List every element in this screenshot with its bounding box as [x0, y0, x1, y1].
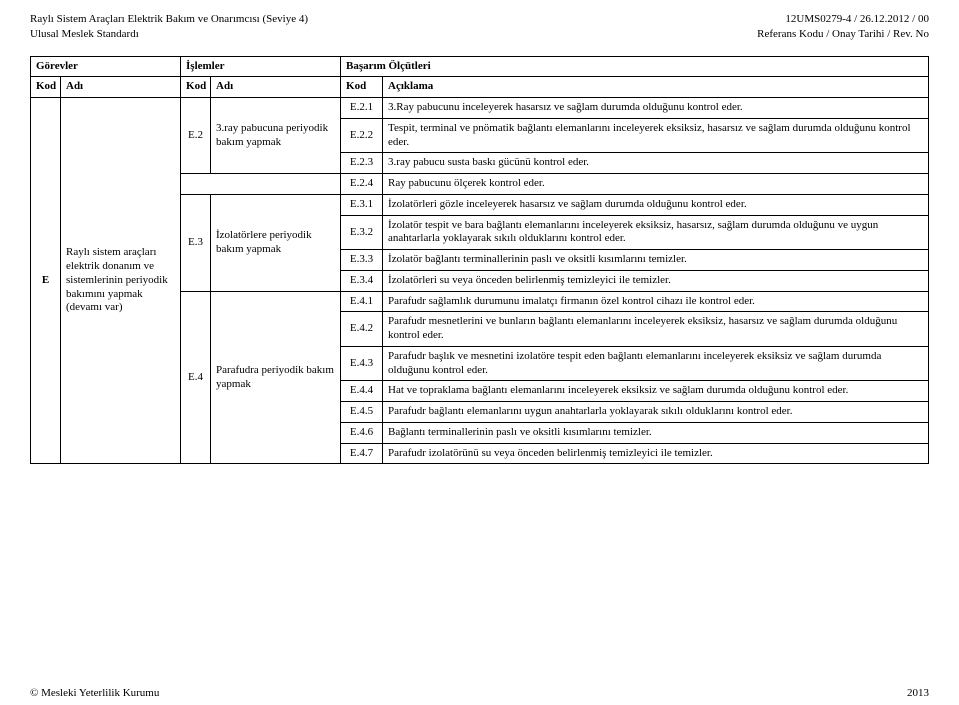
page-header: Raylı Sistem Araçları Elektrik Bakım ve …: [30, 12, 929, 42]
islem-adi: 3.ray pabucuna periyodik bakım yapmak: [211, 98, 341, 174]
olcut-kod: E.2.2: [341, 118, 383, 153]
olcut-kod: E.4.4: [341, 381, 383, 402]
th-adi-2: Adı: [211, 77, 341, 98]
header-right-line1: 12UMS0279-4 / 26.12.2012 / 00: [757, 12, 929, 27]
olcut-aciklama: İzolatör bağlantı terminallerinin paslı …: [383, 250, 929, 271]
olcut-aciklama: İzolatörleri gözle inceleyerek hasarsız …: [383, 194, 929, 215]
th-aciklama: Açıklama: [383, 77, 929, 98]
olcut-kod: E.2.3: [341, 153, 383, 174]
olcut-kod: E.4.5: [341, 402, 383, 423]
table-header-row-1: Görevler İşlemler Başarım Ölçütleri: [31, 56, 929, 77]
olcut-aciklama: İzolatör tespit ve bara bağlantı elemanl…: [383, 215, 929, 250]
islem-empty: [181, 174, 341, 195]
olcut-kod: E.3.3: [341, 250, 383, 271]
footer-right: 2013: [907, 687, 929, 699]
th-gorevler: Görevler: [31, 56, 181, 77]
olcut-aciklama: Parafudr izolatörünü su veya önceden bel…: [383, 443, 929, 464]
header-left-line1: Raylı Sistem Araçları Elektrik Bakım ve …: [30, 12, 308, 27]
olcut-aciklama: Hat ve topraklama bağlantı elemanlarını …: [383, 381, 929, 402]
olcut-kod: E.2.1: [341, 98, 383, 119]
th-kod-3: Kod: [341, 77, 383, 98]
th-adi-1: Adı: [61, 77, 181, 98]
standards-table: Görevler İşlemler Başarım Ölçütleri Kod …: [30, 56, 929, 465]
footer-left: © Mesleki Yeterlilik Kurumu: [30, 687, 159, 699]
table-header-row-2: Kod Adı Kod Adı Kod Açıklama: [31, 77, 929, 98]
olcut-aciklama: Tespit, terminal ve pnömatik bağlantı el…: [383, 118, 929, 153]
gorev-adi: Raylı sistem araçları elektrik donanım v…: [61, 98, 181, 464]
table-row: E Raylı sistem araçları elektrik donanım…: [31, 98, 929, 119]
header-right-line2: Referans Kodu / Onay Tarihi / Rev. No: [757, 27, 929, 42]
gorev-kod: E: [31, 98, 61, 464]
olcut-kod: E.4.2: [341, 312, 383, 347]
islem-adi: Parafudra periyodik bakım yapmak: [211, 291, 341, 464]
th-kod-2: Kod: [181, 77, 211, 98]
olcut-aciklama: Parafudr mesnetlerini ve bunların bağlan…: [383, 312, 929, 347]
olcut-aciklama: Ray pabucunu ölçerek kontrol eder.: [383, 174, 929, 195]
olcut-kod: E.4.1: [341, 291, 383, 312]
islem-adi: İzolatörlere periyodik bakım yapmak: [211, 194, 341, 291]
th-kod-1: Kod: [31, 77, 61, 98]
header-right: 12UMS0279-4 / 26.12.2012 / 00 Referans K…: [757, 12, 929, 42]
th-basarim: Başarım Ölçütleri: [341, 56, 929, 77]
olcut-aciklama: Parafudr bağlantı elemanlarını uygun ana…: [383, 402, 929, 423]
olcut-kod: E.2.4: [341, 174, 383, 195]
olcut-aciklama: Bağlantı terminallerinin paslı ve oksitl…: [383, 422, 929, 443]
olcut-aciklama: Parafudr başlık ve mesnetini izolatöre t…: [383, 346, 929, 381]
islem-kod: E.3: [181, 194, 211, 291]
olcut-kod: E.3.4: [341, 270, 383, 291]
olcut-aciklama: 3.ray pabucu susta baskı gücünü kontrol …: [383, 153, 929, 174]
olcut-kod: E.4.6: [341, 422, 383, 443]
olcut-aciklama: 3.Ray pabucunu inceleyerek hasarsız ve s…: [383, 98, 929, 119]
header-left-line2: Ulusal Meslek Standardı: [30, 27, 308, 42]
th-islemler: İşlemler: [181, 56, 341, 77]
header-left: Raylı Sistem Araçları Elektrik Bakım ve …: [30, 12, 308, 42]
olcut-aciklama: Parafudr sağlamlık durumunu imalatçı fir…: [383, 291, 929, 312]
olcut-kod: E.3.1: [341, 194, 383, 215]
olcut-kod: E.4.7: [341, 443, 383, 464]
olcut-kod: E.3.2: [341, 215, 383, 250]
olcut-aciklama: İzolatörleri su veya önceden belirlenmiş…: [383, 270, 929, 291]
islem-kod: E.2: [181, 98, 211, 174]
islem-kod: E.4: [181, 291, 211, 464]
olcut-kod: E.4.3: [341, 346, 383, 381]
page-footer: © Mesleki Yeterlilik Kurumu 2013: [30, 687, 929, 699]
